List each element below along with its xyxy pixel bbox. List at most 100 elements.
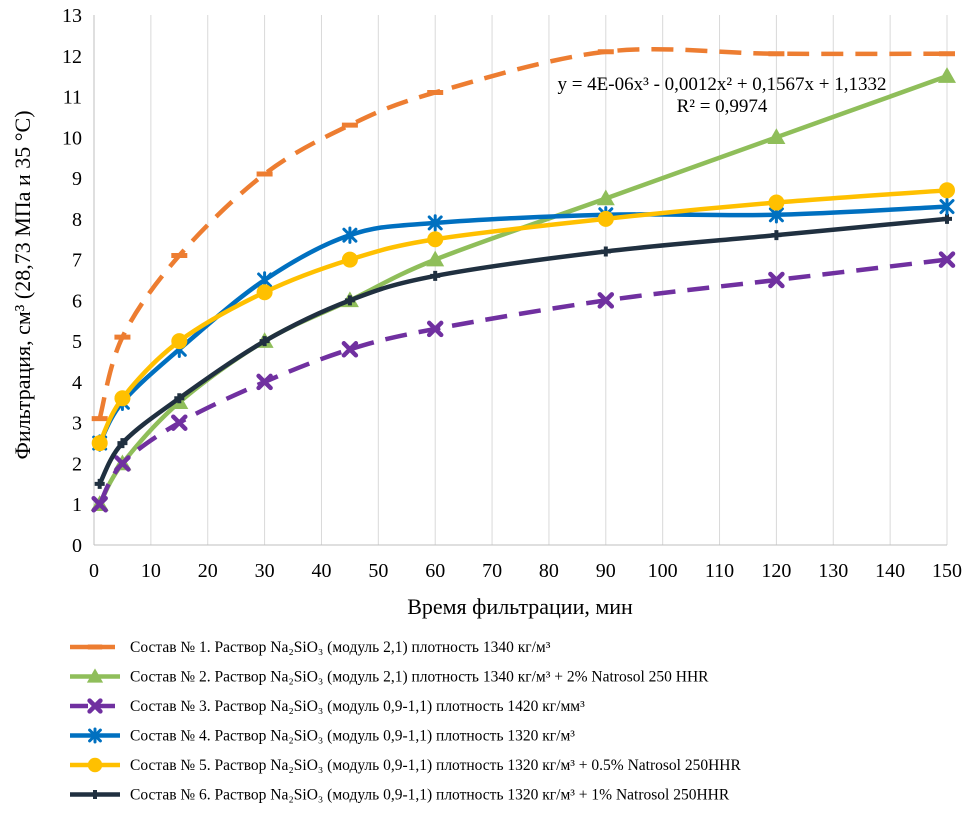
data-point: [426, 250, 445, 267]
data-point: [767, 128, 786, 145]
y-tick-label: 4: [72, 372, 82, 394]
y-tick-label: 11: [63, 87, 82, 109]
data-point: [597, 210, 614, 227]
data-point: [939, 182, 955, 199]
series-1: [91, 46, 955, 422]
x-tick-label: 120: [761, 560, 791, 582]
x-tick-label: 70: [482, 560, 502, 582]
legend-label: Состав № 4. Раствор Na₂SiO₃ (модуль 0,9-…: [130, 728, 575, 745]
x-tick-label: 60: [425, 560, 445, 582]
data-point: [171, 333, 188, 350]
x-tick-label: 90: [596, 560, 616, 582]
legend-label: Состав № 6. Раствор Na₂SiO₃ (модуль 0,9-…: [130, 787, 730, 804]
data-point: [174, 393, 185, 404]
legend-item: Состав № 5. Раствор Na₂SiO₃ (модуль 0,9-…: [70, 757, 741, 774]
legend-item: Состав № 3. Раствор Na₂SiO₃ (модуль 0,9-…: [70, 698, 585, 715]
series-3: [91, 251, 956, 513]
data-point: [771, 230, 782, 241]
data-point: [114, 455, 131, 472]
x-tick-label: 140: [875, 560, 905, 582]
data-point: [256, 284, 273, 301]
series-line: [97, 216, 948, 485]
data-point: [768, 271, 785, 289]
data-point: [91, 435, 108, 452]
legend-label: Состав № 3. Раствор Na₂SiO₃ (модуль 0,9-…: [130, 698, 585, 715]
legend-label: Состав № 5. Раствор Na₂SiO₃ (модуль 0,9-…: [130, 757, 741, 774]
legend: Состав № 1. Раствор Na₂SiO₃ (модуль 2,1)…: [70, 639, 741, 804]
data-point: [256, 373, 273, 391]
x-axis-title: Время фильтрации, мин: [407, 594, 633, 619]
series-line: [97, 204, 948, 445]
y-tick-label: 8: [72, 209, 82, 231]
y-tick-label: 0: [72, 535, 82, 557]
y-tick-label: 9: [72, 168, 82, 190]
data-point: [426, 320, 444, 338]
series-line: [97, 74, 948, 506]
data-point: [341, 251, 358, 268]
y-tick-label: 12: [62, 46, 82, 68]
data-point: [768, 194, 785, 211]
y-axis-title: Фильтрация, см³ (28,73 МПа и 35 °С): [10, 110, 35, 459]
x-tick-label: 40: [311, 560, 331, 582]
x-tick-label: 30: [255, 560, 275, 582]
x-tick-label: 150: [932, 560, 962, 582]
y-tick-label: 2: [72, 453, 82, 475]
x-tick-label: 50: [368, 560, 388, 582]
data-point: [90, 790, 100, 799]
x-tick-label: 130: [818, 560, 848, 582]
x-tick-label: 10: [141, 560, 161, 582]
series-6: [94, 213, 952, 489]
data-point: [938, 251, 956, 268]
series-5: [91, 182, 955, 452]
data-point: [600, 246, 611, 257]
series-line: [97, 46, 948, 420]
data-point: [91, 495, 108, 513]
y-tick-label: 3: [72, 413, 82, 435]
y-tick-label: 1: [72, 494, 82, 516]
x-tick-label: 20: [198, 560, 218, 582]
x-tick-label: 110: [705, 560, 734, 582]
x-tick-label: 100: [648, 560, 678, 582]
data-point: [938, 67, 956, 83]
y-tick-label: 5: [72, 331, 82, 353]
legend-label: Состав № 1. Раствор Na₂SiO₃ (модуль 2,1)…: [130, 639, 551, 656]
y-tick-label: 7: [72, 250, 82, 272]
series-4: [92, 197, 955, 452]
series-2: [90, 67, 956, 511]
trendline-equation: y = 4E-06x³ - 0,0012x² + 0,1567x + 1,133…: [557, 74, 886, 95]
data-point: [86, 668, 104, 683]
data-point: [344, 295, 355, 306]
series-line: [97, 188, 948, 445]
data-point: [94, 478, 105, 489]
data-point: [87, 698, 103, 714]
legend-item: Состав № 1. Раствор Na₂SiO₃ (модуль 2,1)…: [70, 639, 551, 656]
y-tick-label: 6: [72, 290, 82, 312]
data-point: [171, 414, 188, 431]
legend-item: Состав № 6. Раствор Na₂SiO₃ (модуль 0,9-…: [70, 787, 730, 804]
data-point: [596, 189, 615, 206]
data-point: [430, 270, 441, 281]
data-point: [942, 213, 952, 224]
legend-label: Состав № 2. Раствор Na₂SiO₃ (модуль 2,1)…: [130, 669, 709, 686]
data-point: [117, 438, 128, 449]
data-point: [114, 390, 131, 407]
data-point: [259, 336, 270, 347]
y-tick-label: 10: [62, 127, 82, 149]
data-point: [427, 214, 443, 232]
data-point: [597, 292, 615, 309]
plot-area: [90, 46, 956, 513]
legend-item: Состав № 2. Раствор Na₂SiO₃ (модуль 2,1)…: [70, 668, 709, 686]
legend-item: Состав № 4. Раствор Na₂SiO₃ (модуль 0,9-…: [70, 728, 575, 745]
data-point: [341, 341, 359, 358]
x-tick-label: 80: [539, 560, 559, 582]
data-point: [87, 757, 103, 773]
data-point: [939, 197, 955, 216]
data-point: [88, 727, 102, 744]
data-point: [427, 231, 444, 248]
x-tick-labels: 0 10 20 30 40 50 60 70 80 90 100 110 120 130 140 150: [89, 560, 962, 582]
trendline-r2: R² = 0,9974: [677, 96, 768, 117]
x-tick-label: 0: [89, 560, 99, 582]
y-tick-label: 13: [62, 5, 82, 27]
